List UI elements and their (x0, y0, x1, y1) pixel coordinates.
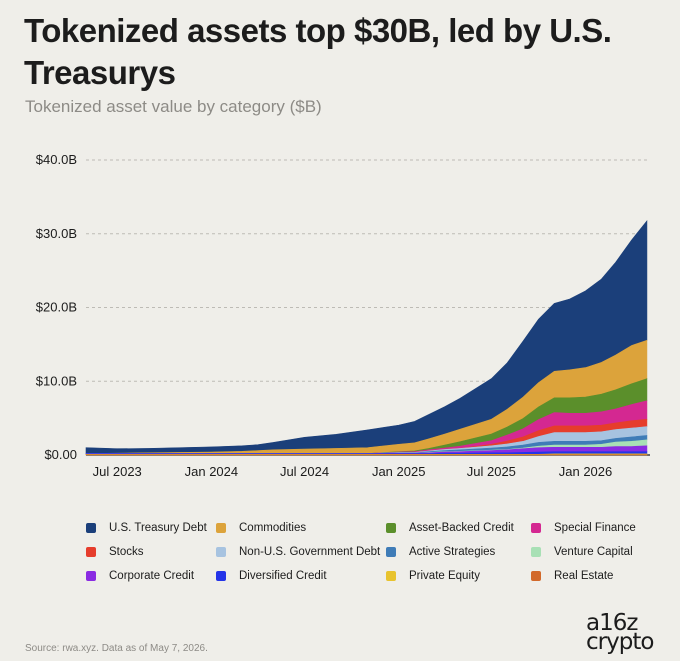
legend-swatch (531, 547, 541, 557)
legend-swatch (86, 547, 96, 557)
legend-swatch (86, 523, 96, 533)
legend-swatch (386, 571, 396, 581)
legend-label: Active Strategies (409, 546, 496, 558)
y-tick-label: $10.0B (36, 373, 77, 388)
legend-item: Real Estate (531, 570, 613, 582)
legend-label: Real Estate (554, 570, 614, 582)
legend-label: Non-U.S. Government Debt (239, 546, 381, 558)
legend-label: Private Equity (409, 570, 480, 582)
x-axis-tick-labels: Jul 2023 Jan 2024 Jul 2024 Jan 2025 Jul 2025… (93, 464, 613, 479)
legend-swatch (216, 523, 226, 533)
legend-swatch (86, 571, 96, 581)
legend-swatch (531, 571, 541, 581)
legend-label: Asset-Backed Credit (409, 522, 514, 534)
legend-label: Diversified Credit (239, 570, 327, 582)
legend-item: Stocks (86, 546, 144, 558)
legend-swatch (531, 523, 541, 533)
logo-line-2: crypto (586, 629, 654, 655)
chart-title: Tokenized assets top $30B, led by U.S. T… (24, 12, 612, 91)
legend-item: Corporate Credit (86, 570, 194, 582)
x-tick-label: Jan 2026 (559, 464, 613, 479)
legend-label: Commodities (239, 522, 307, 534)
legend-item: Diversified Credit (216, 570, 327, 582)
legend-item: Asset-Backed Credit (386, 522, 514, 534)
y-tick-label: $30.0B (36, 226, 77, 241)
legend-swatch (216, 571, 226, 581)
legend-item: Non-U.S. Government Debt (216, 546, 380, 558)
source-note: Source: rwa.xyz. Data as of May 7, 2026. (25, 643, 208, 654)
legend-item: Private Equity (386, 570, 480, 582)
y-tick-label: $20.0B (36, 300, 77, 315)
legend-swatch (386, 523, 396, 533)
logo-line-1: a16z (586, 610, 638, 636)
y-axis-tick-labels: $0.00 $10.0B $20.0B $30.0B $40.0B (36, 152, 77, 462)
legend-item: Venture Capital (531, 546, 633, 558)
chart-subtitle: Tokenized asset value by category ($B) (25, 97, 322, 116)
stacked-area-chart: $0.00 $10.0B $20.0B $30.0B $40.0B Jul 2023 Ja… (36, 152, 650, 479)
y-tick-label: $40.0B (36, 152, 77, 167)
legend-label: Venture Capital (554, 546, 633, 558)
legend-item: Special Finance (531, 522, 636, 534)
x-tick-label: Jul 2023 (93, 464, 142, 479)
legend-item: U.S. Treasury Debt (86, 522, 207, 534)
legend-swatch (386, 547, 396, 557)
y-tick-label: $0.00 (44, 447, 77, 462)
legend-label: Corporate Credit (109, 570, 195, 582)
legend-item: Commodities (216, 522, 306, 534)
x-tick-label: Jan 2025 (372, 464, 426, 479)
legend-swatch (216, 547, 226, 557)
series-areas (85, 219, 648, 456)
legend-label: Special Finance (554, 522, 636, 534)
x-tick-label: Jul 2024 (280, 464, 329, 479)
x-tick-label: Jul 2025 (467, 464, 516, 479)
x-tick-label: Jan 2024 (185, 464, 239, 479)
legend-item: Active Strategies (386, 546, 495, 558)
a16z-crypto-logo: a16z crypto (586, 610, 654, 655)
legend-label: U.S. Treasury Debt (109, 522, 207, 534)
legend-label: Stocks (109, 546, 144, 558)
